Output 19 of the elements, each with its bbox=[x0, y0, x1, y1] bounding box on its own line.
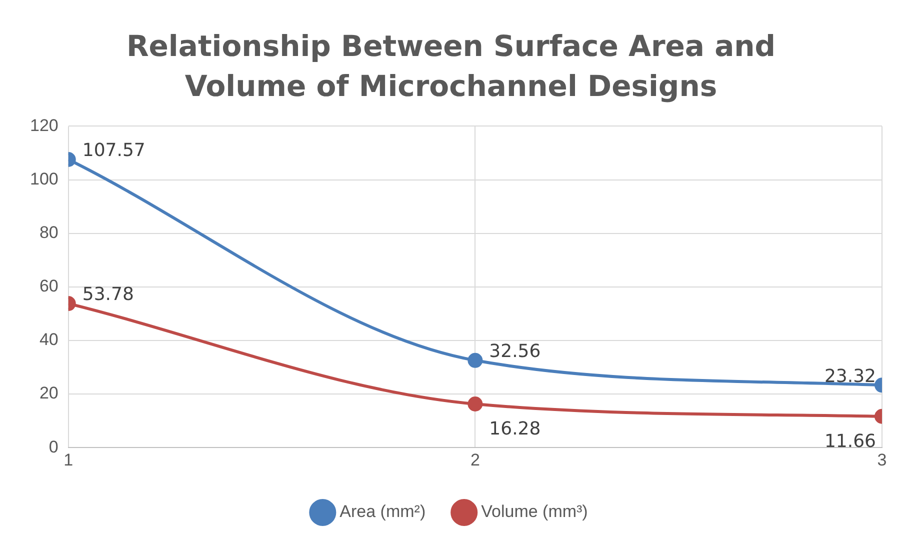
y-tick-label: 20 bbox=[39, 384, 58, 403]
y-tick-label: 0 bbox=[48, 437, 58, 456]
y-tick-label: 120 bbox=[30, 116, 58, 135]
x-tick-label: 1 bbox=[64, 450, 74, 470]
data-label: 16.28 bbox=[489, 418, 541, 440]
y-tick-label: 100 bbox=[30, 169, 58, 188]
data-label: 53.78 bbox=[82, 284, 134, 306]
y-tick-label: 80 bbox=[39, 223, 58, 242]
x-tick-label: 2 bbox=[470, 450, 480, 470]
chart-title: Relationship Between Surface Area and Volume of Microchannel Designs bbox=[125, 28, 777, 105]
y-tick-label: 60 bbox=[39, 276, 58, 296]
data-label: 23.32 bbox=[824, 366, 876, 387]
y-tick-label: 40 bbox=[39, 330, 58, 350]
data-label: 32.56 bbox=[489, 341, 541, 362]
data-label: 107.57 bbox=[82, 140, 146, 162]
x-tick-label: 3 bbox=[877, 450, 887, 470]
legend-label: Volume (mm³) bbox=[481, 502, 588, 522]
legend-label: Area (mm²) bbox=[340, 502, 426, 522]
data-label: 11.66 bbox=[824, 431, 876, 452]
